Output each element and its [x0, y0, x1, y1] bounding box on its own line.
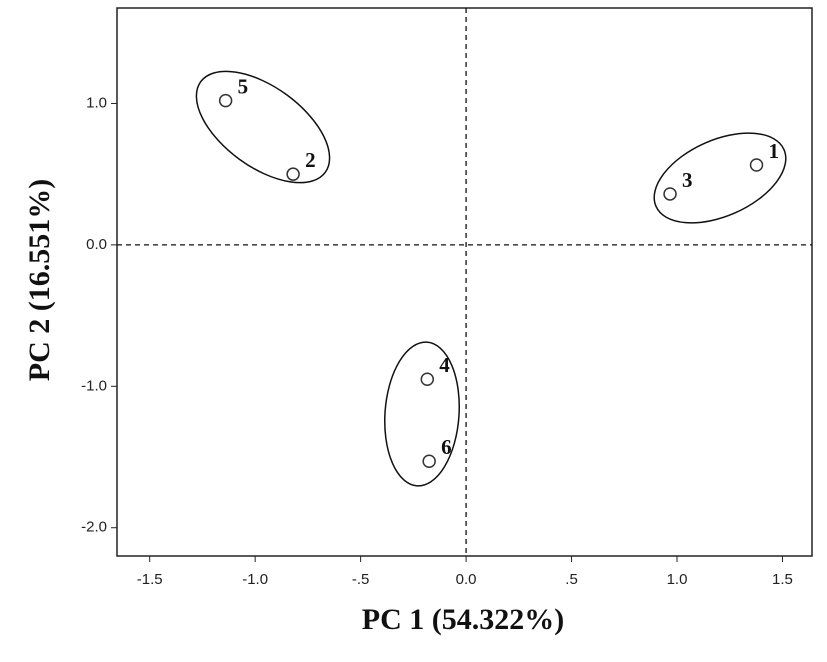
- point-label: 3: [682, 168, 693, 192]
- point: [218, 93, 233, 108]
- x-tick-label: 0.0: [456, 571, 477, 588]
- y-tick-label: -1.0: [81, 377, 107, 394]
- cluster-ellipse: [653, 132, 787, 224]
- point: [286, 167, 300, 181]
- cluster-ellipse: [195, 70, 331, 184]
- cluster-ellipse: [383, 341, 461, 487]
- point-label: 2: [305, 148, 316, 172]
- y-tick-label: 0.0: [86, 236, 107, 253]
- y-tick-label: 1.0: [86, 94, 107, 111]
- plot-frame: [116, 7, 813, 557]
- point-label: 5: [238, 74, 249, 98]
- y-axis-title: PC 2 (16.551%): [23, 179, 56, 381]
- x-tick-label: -1.0: [242, 571, 268, 588]
- point-label: 1: [769, 139, 780, 163]
- x-tick-label: -.5: [352, 571, 370, 588]
- point: [663, 187, 677, 201]
- point: [749, 158, 764, 172]
- x-tick-label: .5: [565, 571, 578, 588]
- y-tick-label: -2.0: [81, 519, 107, 536]
- point: [420, 372, 435, 386]
- point-label: 4: [439, 353, 450, 377]
- x-tick-label: -1.5: [137, 571, 163, 588]
- point: [422, 454, 436, 468]
- x-tick-label: 1.5: [772, 571, 793, 588]
- x-axis-title: PC 1 (54.322%): [362, 603, 564, 636]
- x-tick-label: 1.0: [667, 571, 688, 588]
- point-label: 6: [441, 435, 452, 459]
